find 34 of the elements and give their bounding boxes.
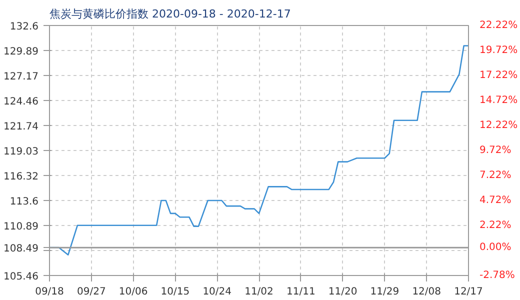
y-tick-label: 108.49 (4, 244, 39, 255)
y2-tick-label: 14.72% (480, 95, 518, 106)
y2-tick-label: 0.00% (480, 242, 512, 254)
y-tick-label: 129.89 (4, 46, 39, 58)
y-tick-label: 116.32 (4, 171, 39, 182)
y-tick-label: 119.03 (4, 146, 39, 158)
x-tick-label: 10/06 (118, 286, 148, 298)
y2-tick-label: 19.72% (480, 45, 518, 56)
y2-tick-label: 7.22% (480, 170, 512, 181)
y2-tick-label: 2.22% (480, 220, 512, 231)
x-tick-label: 12/08 (412, 286, 442, 298)
x-tick-label: 10/24 (202, 286, 232, 298)
y-tick-label: 110.89 (4, 221, 39, 232)
x-tick-label: 11/02 (244, 286, 274, 298)
x-tick-label: 12/17 (454, 286, 483, 298)
y-tick-label: 127.17 (4, 72, 39, 83)
x-tick-label: 11/11 (286, 286, 316, 298)
x-tick-label: 11/20 (328, 286, 358, 298)
y2-tick-label: -2.78% (480, 270, 515, 281)
y2-tick-label: 4.72% (480, 195, 512, 206)
y-tick-label: 124.46 (4, 96, 39, 108)
y-tick-label: 113.6 (10, 196, 39, 208)
x-tick-label: 11/29 (370, 286, 400, 298)
y2-tick-label: 12.22% (480, 120, 518, 131)
x-tick-label: 10/15 (160, 286, 190, 298)
y-tick-label: 132.6 (10, 22, 39, 32)
y2-tick-label: 17.22% (480, 70, 518, 81)
y2-tick-label: 22.22% (480, 20, 518, 31)
x-tick-label: 09/27 (76, 286, 106, 298)
y-tick-label: 121.74 (4, 122, 39, 133)
y-tick-label: 105.46 (4, 272, 39, 282)
x-tick-label: 09/18 (35, 286, 64, 298)
y2-tick-label: 9.72% (480, 145, 512, 156)
chart-title: 焦炭与黄磷比价指数 2020-09-18 - 2020-12-17 (50, 8, 291, 20)
